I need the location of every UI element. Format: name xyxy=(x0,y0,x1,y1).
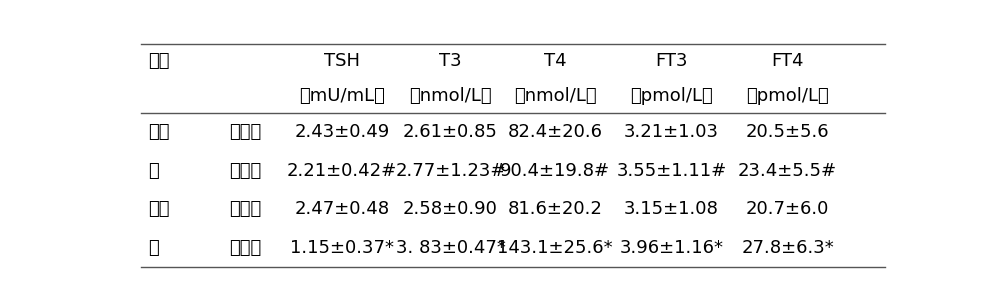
Text: 治疗: 治疗 xyxy=(148,123,170,141)
Text: 3.21±1.03: 3.21±1.03 xyxy=(624,123,719,141)
Text: 2.21±0.42#: 2.21±0.42# xyxy=(287,162,397,180)
Text: 对照: 对照 xyxy=(148,200,170,218)
Text: FT3: FT3 xyxy=(655,52,688,70)
Text: 143.1±25.6*: 143.1±25.6* xyxy=(497,239,613,257)
Text: 3.96±1.16*: 3.96±1.16* xyxy=(619,239,723,257)
Text: （nmol/L）: （nmol/L） xyxy=(514,87,596,105)
Text: 2.43±0.49: 2.43±0.49 xyxy=(294,123,390,141)
Text: 81.6±20.2: 81.6±20.2 xyxy=(508,200,603,218)
Text: 2.77±1.23#: 2.77±1.23# xyxy=(395,162,506,180)
Text: 3. 83±0.47*: 3. 83±0.47* xyxy=(396,239,505,257)
Text: 3.55±1.11#: 3.55±1.11# xyxy=(616,162,726,180)
Text: 组: 组 xyxy=(148,239,159,257)
Text: 82.4±20.6: 82.4±20.6 xyxy=(508,123,603,141)
Text: T4: T4 xyxy=(544,52,566,70)
Text: 27.8±6.3*: 27.8±6.3* xyxy=(741,239,834,257)
Text: 组别: 组别 xyxy=(148,52,170,70)
Text: 2.58±0.90: 2.58±0.90 xyxy=(403,200,498,218)
Text: 治疗前: 治疗前 xyxy=(230,200,262,218)
Text: （pmol/L）: （pmol/L） xyxy=(630,87,713,105)
Text: T3: T3 xyxy=(439,52,462,70)
Text: 组: 组 xyxy=(148,162,159,180)
Text: 2.61±0.85: 2.61±0.85 xyxy=(403,123,498,141)
Text: 3.15±1.08: 3.15±1.08 xyxy=(624,200,719,218)
Text: 20.7±6.0: 20.7±6.0 xyxy=(746,200,829,218)
Text: 治疗后: 治疗后 xyxy=(230,239,262,257)
Text: 治疗后: 治疗后 xyxy=(230,162,262,180)
Text: 1.15±0.37*: 1.15±0.37* xyxy=(290,239,394,257)
Text: （mU/mL）: （mU/mL） xyxy=(299,87,385,105)
Text: 20.5±5.6: 20.5±5.6 xyxy=(746,123,829,141)
Text: 治疗前: 治疗前 xyxy=(230,123,262,141)
Text: （pmol/L）: （pmol/L） xyxy=(746,87,829,105)
Text: 23.4±5.5#: 23.4±5.5# xyxy=(738,162,837,180)
Text: （nmol/L）: （nmol/L） xyxy=(409,87,492,105)
Text: TSH: TSH xyxy=(324,52,360,70)
Text: FT4: FT4 xyxy=(771,52,804,70)
Text: 90.4±19.8#: 90.4±19.8# xyxy=(500,162,610,180)
Text: 2.47±0.48: 2.47±0.48 xyxy=(294,200,390,218)
